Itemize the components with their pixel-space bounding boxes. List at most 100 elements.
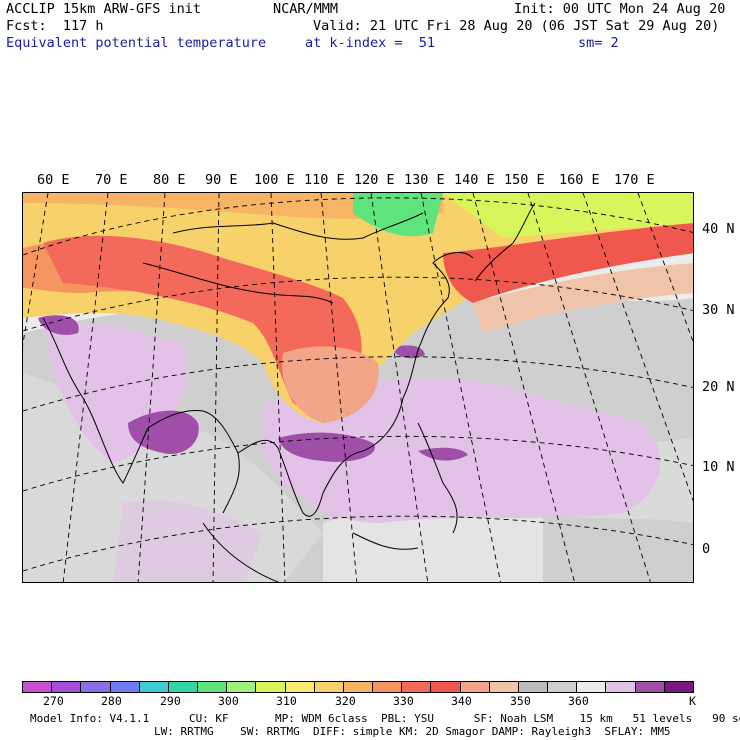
colorbar-swatch — [52, 682, 82, 692]
lat-label: 0 — [702, 541, 711, 557]
field-salmon-china — [282, 346, 379, 423]
coast-borneo — [352, 532, 419, 550]
model-info-line2: LW: RRTMG SW: RRTMG DIFF: simple KM: 2D … — [154, 725, 671, 738]
field-red-japan — [443, 223, 693, 303]
colorbar-swatch — [168, 682, 199, 692]
field-name: Equivalent potential temperature — [6, 35, 267, 51]
lon-label: 170 E — [614, 172, 655, 188]
field-lavender-pacific — [263, 377, 661, 523]
colorbar-swatch — [227, 682, 257, 692]
lon-label: 80 E — [153, 172, 186, 188]
field-orange-north — [23, 193, 443, 219]
field-lavender-ocean — [113, 500, 263, 582]
lon-label: 150 E — [504, 172, 545, 188]
coast-japan — [474, 202, 536, 282]
coast-sumatra — [202, 522, 280, 582]
colorbar-tick: 330 — [393, 694, 414, 708]
colorbar-swatch — [664, 682, 693, 692]
meridian-140e — [472, 193, 575, 582]
coast-india — [42, 317, 240, 514]
forecast-hour: Fcst: 117 h — [6, 18, 104, 34]
field-green-siberia — [353, 193, 443, 237]
source-label: NCAR/MMM — [273, 1, 339, 17]
lon-label: 160 E — [559, 172, 600, 188]
theta-e-map — [22, 192, 694, 583]
colorbar-swatch — [548, 682, 578, 692]
run-title: ACCLIP 15km ARW-GFS init — [6, 1, 202, 17]
field-purple-bay-of-bengal — [128, 410, 199, 454]
lon-label: 100 E — [254, 172, 295, 188]
meridian-130e — [420, 193, 502, 582]
colorbar-tick: 360 — [568, 694, 589, 708]
map-field-svg — [23, 193, 693, 582]
level-index: at k-index = 51 — [305, 35, 436, 51]
parallel-0 — [23, 515, 693, 572]
colorbar-swatch — [139, 682, 169, 692]
border-mongolia — [172, 212, 424, 240]
lon-label: 130 E — [404, 172, 445, 188]
colorbar-swatch — [256, 682, 286, 692]
parallel-10n — [23, 435, 693, 492]
border-tibet — [142, 262, 334, 304]
colorbar-swatch — [285, 682, 315, 692]
colorbar-swatch — [373, 682, 403, 692]
valid-time: Valid: 21 UTC Fri 28 Aug 20 (06 JST Sat … — [313, 18, 720, 34]
lon-label: 90 E — [205, 172, 238, 188]
lon-label: 110 E — [304, 172, 345, 188]
colorbar-swatch — [460, 682, 490, 692]
colorbar-tick: 320 — [335, 694, 356, 708]
colorbar-tick: 280 — [101, 694, 122, 708]
meridian-90e — [212, 193, 220, 582]
lat-label: 10 N — [702, 459, 735, 475]
coast-southeast-asia — [237, 342, 422, 517]
colorbar-swatch — [402, 682, 432, 692]
field-band-sea — [323, 509, 543, 582]
field-red-band — [43, 235, 362, 411]
colorbar-tick: 340 — [451, 694, 472, 708]
colorbar-swatch — [198, 682, 228, 692]
graticule — [23, 193, 693, 582]
colorbar-swatch — [81, 682, 111, 692]
lat-label: 30 N — [702, 302, 735, 318]
colorbar-tick: 300 — [218, 694, 239, 708]
model-info-line1: Model Info: V4.1.1 CU: KF MP: WDM 6class… — [30, 712, 740, 725]
init-time: Init: 00 UTC Mon 24 Aug 20 — [514, 1, 726, 17]
field-purple-scs — [278, 432, 375, 462]
colorbar-swatch — [489, 682, 519, 692]
meridian-70e — [62, 193, 109, 582]
meridian-120e — [370, 193, 429, 582]
lon-label: 120 E — [354, 172, 395, 188]
meridian-100e — [270, 193, 286, 582]
lat-label: 20 N — [702, 379, 735, 395]
colorbar-swatch — [518, 682, 549, 692]
lon-label: 60 E — [37, 172, 70, 188]
colorbar-unit: K — [689, 694, 696, 708]
parallel-40n — [23, 197, 693, 256]
meridian-110e — [320, 193, 358, 582]
smoothing-value: sm= 2 — [578, 35, 619, 51]
colorbar-tick: 290 — [160, 694, 181, 708]
colorbar-swatch — [606, 682, 636, 692]
lon-label: 140 E — [454, 172, 495, 188]
lon-label: 70 E — [95, 172, 128, 188]
colorbar — [22, 681, 694, 693]
coastlines — [42, 202, 536, 582]
meridian-60e — [23, 193, 49, 347]
colorbar-swatch — [314, 682, 344, 692]
lat-label: 40 N — [702, 221, 735, 237]
parallel-20n — [23, 356, 693, 412]
field-peach-pacific — [473, 263, 693, 333]
coast-philippines — [417, 422, 458, 534]
colorbar-swatch — [635, 682, 665, 692]
field-purple-arabian-sea — [38, 315, 79, 335]
coast-korea-china — [420, 252, 474, 344]
colorbar-swatch — [577, 682, 607, 692]
meridian-80e — [137, 193, 166, 582]
colorbar-tick: 310 — [276, 694, 297, 708]
colorbar-tick: 350 — [510, 694, 531, 708]
field-lime-okhotsk — [443, 193, 693, 238]
parallel-30n — [23, 276, 693, 332]
colorbar-swatch — [110, 682, 140, 692]
colorbar-tick: 270 — [43, 694, 64, 708]
colorbar-swatch — [343, 682, 374, 692]
